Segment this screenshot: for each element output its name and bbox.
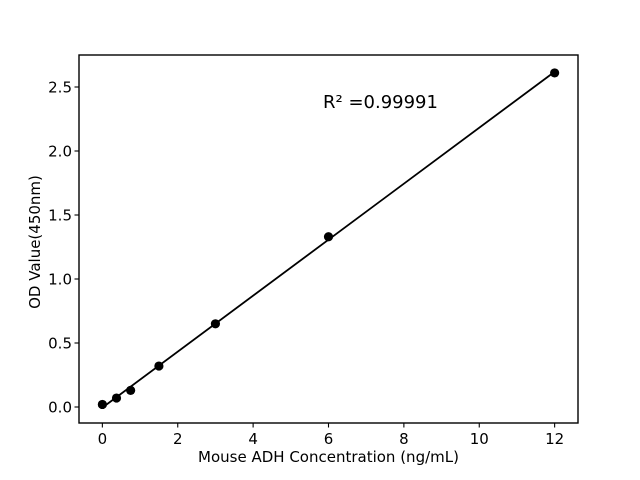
r-squared-annotation: R² =0.99991 <box>323 92 438 113</box>
y-tick-label: 0.5 <box>48 335 72 353</box>
x-tick-label: 4 <box>248 430 258 448</box>
data-point <box>210 319 221 329</box>
y-tick-label: 2.5 <box>48 79 72 97</box>
x-tick-label: 2 <box>173 430 183 448</box>
data-point <box>323 232 334 242</box>
y-axis-label: OD Value(450nm) <box>25 175 44 309</box>
y-tick-label: 0.0 <box>48 399 72 417</box>
x-tick-label: 8 <box>399 430 409 448</box>
data-point <box>97 399 107 410</box>
data-point <box>111 393 122 403</box>
y-tick-label: 1.0 <box>48 271 72 289</box>
x-axis-label: Mouse ADH Concentration (ng/mL) <box>198 448 459 466</box>
y-tick-label: 2.0 <box>48 143 72 161</box>
x-tick-label: 12 <box>545 430 564 448</box>
data-point <box>154 361 164 371</box>
x-tick-label: 10 <box>470 430 489 448</box>
y-tick-label: 1.5 <box>48 207 72 225</box>
x-tick-label: 6 <box>324 430 334 448</box>
x-tick-label: 0 <box>98 430 108 448</box>
data-point <box>550 68 560 78</box>
data-point <box>126 385 136 395</box>
